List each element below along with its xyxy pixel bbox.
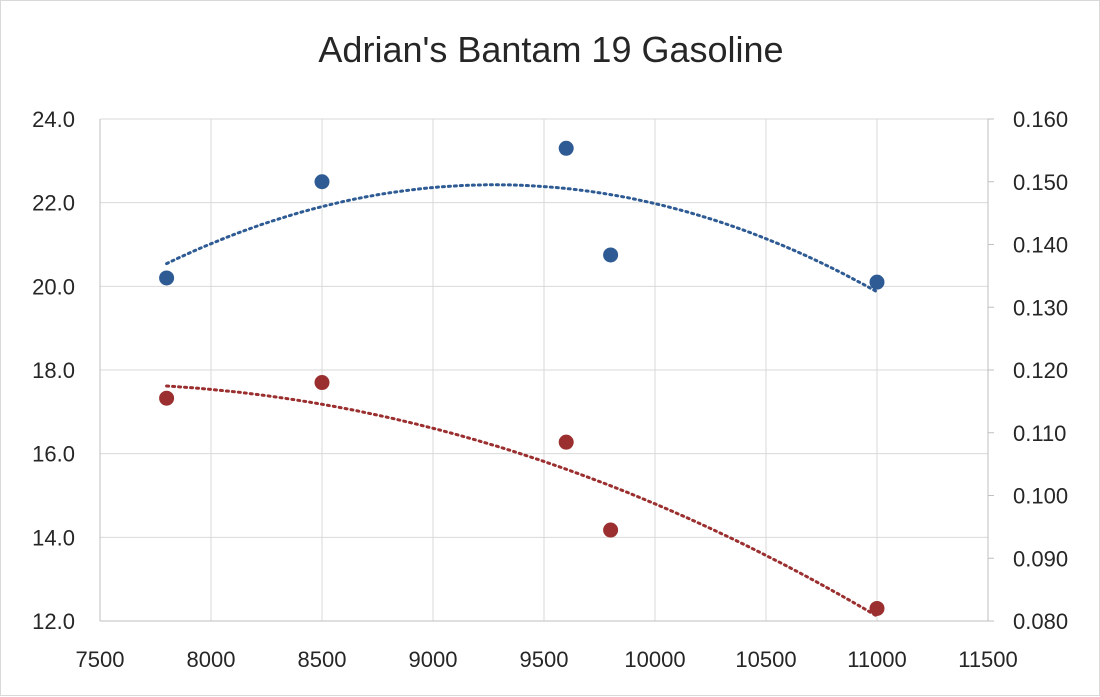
x-tick-label: 9000 bbox=[409, 647, 458, 672]
x-tick-label: 11500 bbox=[958, 647, 1018, 672]
x-tick-label: 11000 bbox=[847, 647, 907, 672]
data-point-series-2 bbox=[603, 522, 619, 538]
y-tick-label: 12.0 bbox=[32, 609, 75, 634]
y2-tick-label: 0.120 bbox=[1013, 358, 1068, 383]
x-tick-label: 8500 bbox=[298, 647, 347, 672]
data-point-series-1 bbox=[869, 274, 885, 290]
data-point-series-2 bbox=[869, 600, 885, 616]
y-tick-label: 22.0 bbox=[32, 191, 75, 216]
y-tick-label: 20.0 bbox=[32, 274, 75, 299]
y2-tick-label: 0.090 bbox=[1013, 546, 1068, 571]
data-point-series-1 bbox=[159, 270, 175, 286]
data-point-series-2 bbox=[558, 434, 574, 450]
y-tick-label: 14.0 bbox=[32, 525, 75, 550]
data-point-series-1 bbox=[558, 140, 574, 156]
y2-tick-label: 0.080 bbox=[1013, 609, 1068, 634]
trendline-series-2 bbox=[165, 384, 879, 618]
y-tick-label: 18.0 bbox=[32, 358, 75, 383]
y-tick-label: 24.0 bbox=[32, 107, 75, 132]
data-point-series-2 bbox=[159, 390, 175, 406]
x-tick-label: 10500 bbox=[735, 647, 796, 672]
chart-title: Adrian's Bantam 19 Gasoline bbox=[318, 29, 784, 70]
trendline-series-1 bbox=[165, 183, 879, 294]
y2-tick-label: 0.130 bbox=[1013, 295, 1068, 320]
x-tick-label: 7500 bbox=[76, 647, 125, 672]
y2-tick-label: 0.160 bbox=[1013, 107, 1068, 132]
x-tick-label: 10000 bbox=[624, 647, 685, 672]
x-tick-label: 8000 bbox=[187, 647, 236, 672]
y2-tick-label: 0.150 bbox=[1013, 170, 1068, 195]
y2-tick-label: 0.110 bbox=[1013, 421, 1066, 446]
y-tick-label: 16.0 bbox=[32, 442, 75, 467]
y2-tick-label: 0.140 bbox=[1013, 233, 1068, 258]
x-tick-label: 9500 bbox=[520, 647, 569, 672]
y2-tick-label: 0.100 bbox=[1013, 484, 1068, 509]
data-point-series-1 bbox=[603, 247, 619, 263]
data-point-series-1 bbox=[314, 174, 330, 190]
data-point-series-2 bbox=[314, 375, 330, 391]
